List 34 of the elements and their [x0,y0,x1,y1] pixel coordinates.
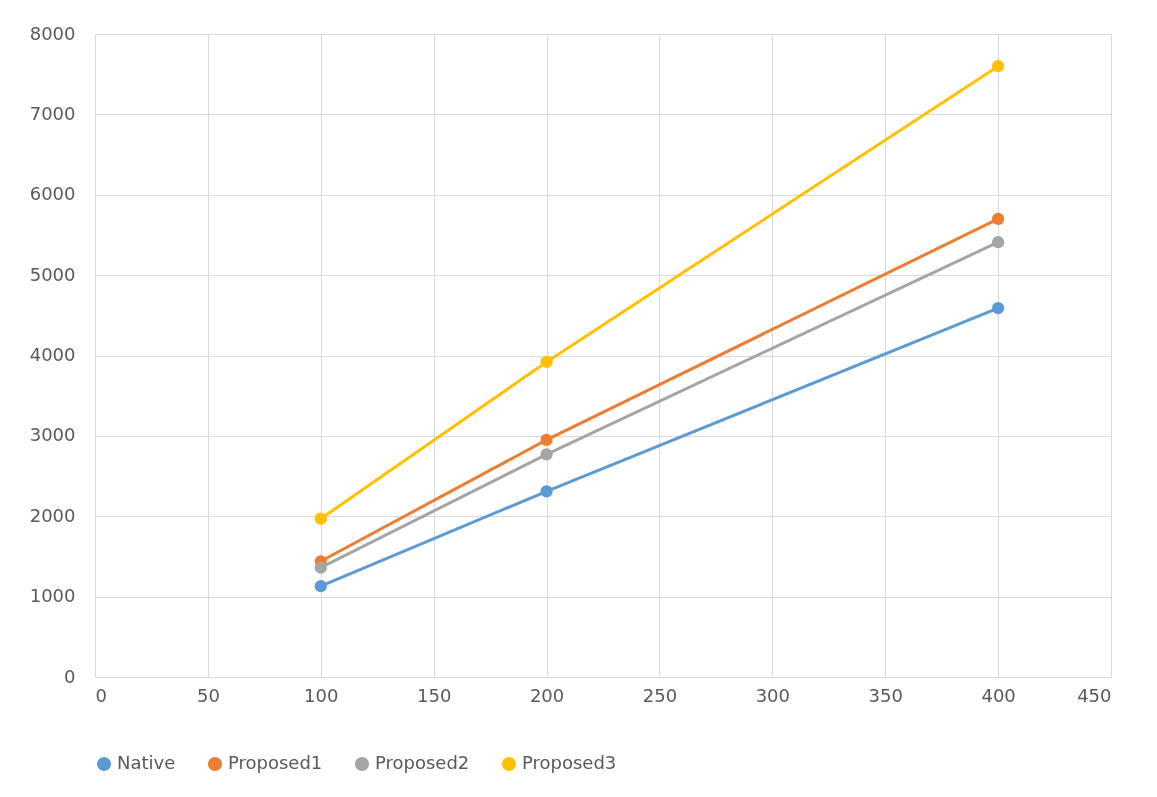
y-tick-label: 0 [64,665,76,687]
x-tick-label: 50 [196,684,220,706]
x-tick-label: 150 [416,684,452,706]
y-tick-label: 2000 [29,504,76,526]
point [991,60,1005,73]
point [991,212,1005,225]
x-tick-label: 350 [868,684,903,706]
y-tick-label: 6000 [29,183,76,205]
point [991,301,1005,315]
point [314,512,327,525]
point [540,485,553,498]
y-tick-label: 5000 [29,263,76,285]
x-tick-label: 100 [304,684,339,706]
x-tick-label: 300 [755,684,791,706]
y-tick-label: 3000 [29,424,76,446]
point [540,433,553,447]
y-tick-label: 7000 [29,102,76,124]
point [991,236,1005,249]
y-tick-label: 4000 [29,344,76,365]
x-tick-label: 250 [642,684,678,706]
legend-label: Proposed2 [375,752,470,773]
x-tick-label: 450 [1077,684,1112,706]
y-tick-label: 1000 [29,585,76,607]
point [540,448,553,461]
x-tick-label: 0 [95,684,107,706]
legend-label: Proposed1 [228,752,323,773]
x-tick-label: 400 [981,684,1016,706]
point [540,355,553,369]
legend-label: Proposed3 [522,752,617,773]
point [314,561,327,574]
point [314,580,327,593]
y-tick-label: 8000 [29,22,76,44]
legend-label: Native [117,752,176,773]
x-tick-label: 200 [529,684,565,706]
